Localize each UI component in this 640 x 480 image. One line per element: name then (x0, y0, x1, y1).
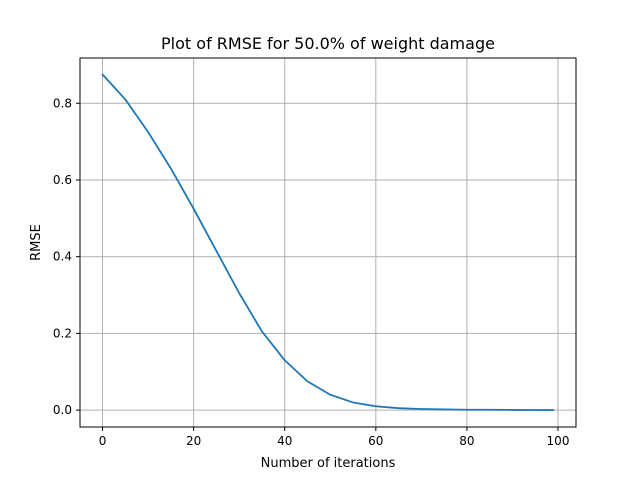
chart-title: Plot of RMSE for 50.0% of weight damage (161, 34, 495, 53)
y-axis-label: RMSE (29, 224, 44, 261)
series-layer (101, 73, 555, 411)
x-axis-label: Number of iterations (261, 456, 396, 471)
x-tick-label: 40 (277, 434, 292, 448)
y-tick-label: 0.6 (53, 173, 72, 187)
x-tick-label: 100 (547, 434, 570, 448)
x-tick-label: 60 (368, 434, 383, 448)
x-tick-label: 0 (99, 434, 107, 448)
y-tick-label: 0.2 (53, 326, 72, 340)
y-tick-label: 0.0 (53, 403, 72, 417)
plot-frame (79, 57, 577, 428)
y-tick-label: 0.8 (53, 96, 72, 110)
x-tick-label: 80 (459, 434, 474, 448)
ticks: 0 20 40 60 80 100 0.0 0.2 0.4 0.6 0.8 (53, 96, 570, 448)
grid (80, 58, 576, 427)
y-tick-label: 0.4 (53, 250, 72, 264)
rmse-series-line (101, 73, 555, 411)
x-tick-label: 20 (186, 434, 201, 448)
